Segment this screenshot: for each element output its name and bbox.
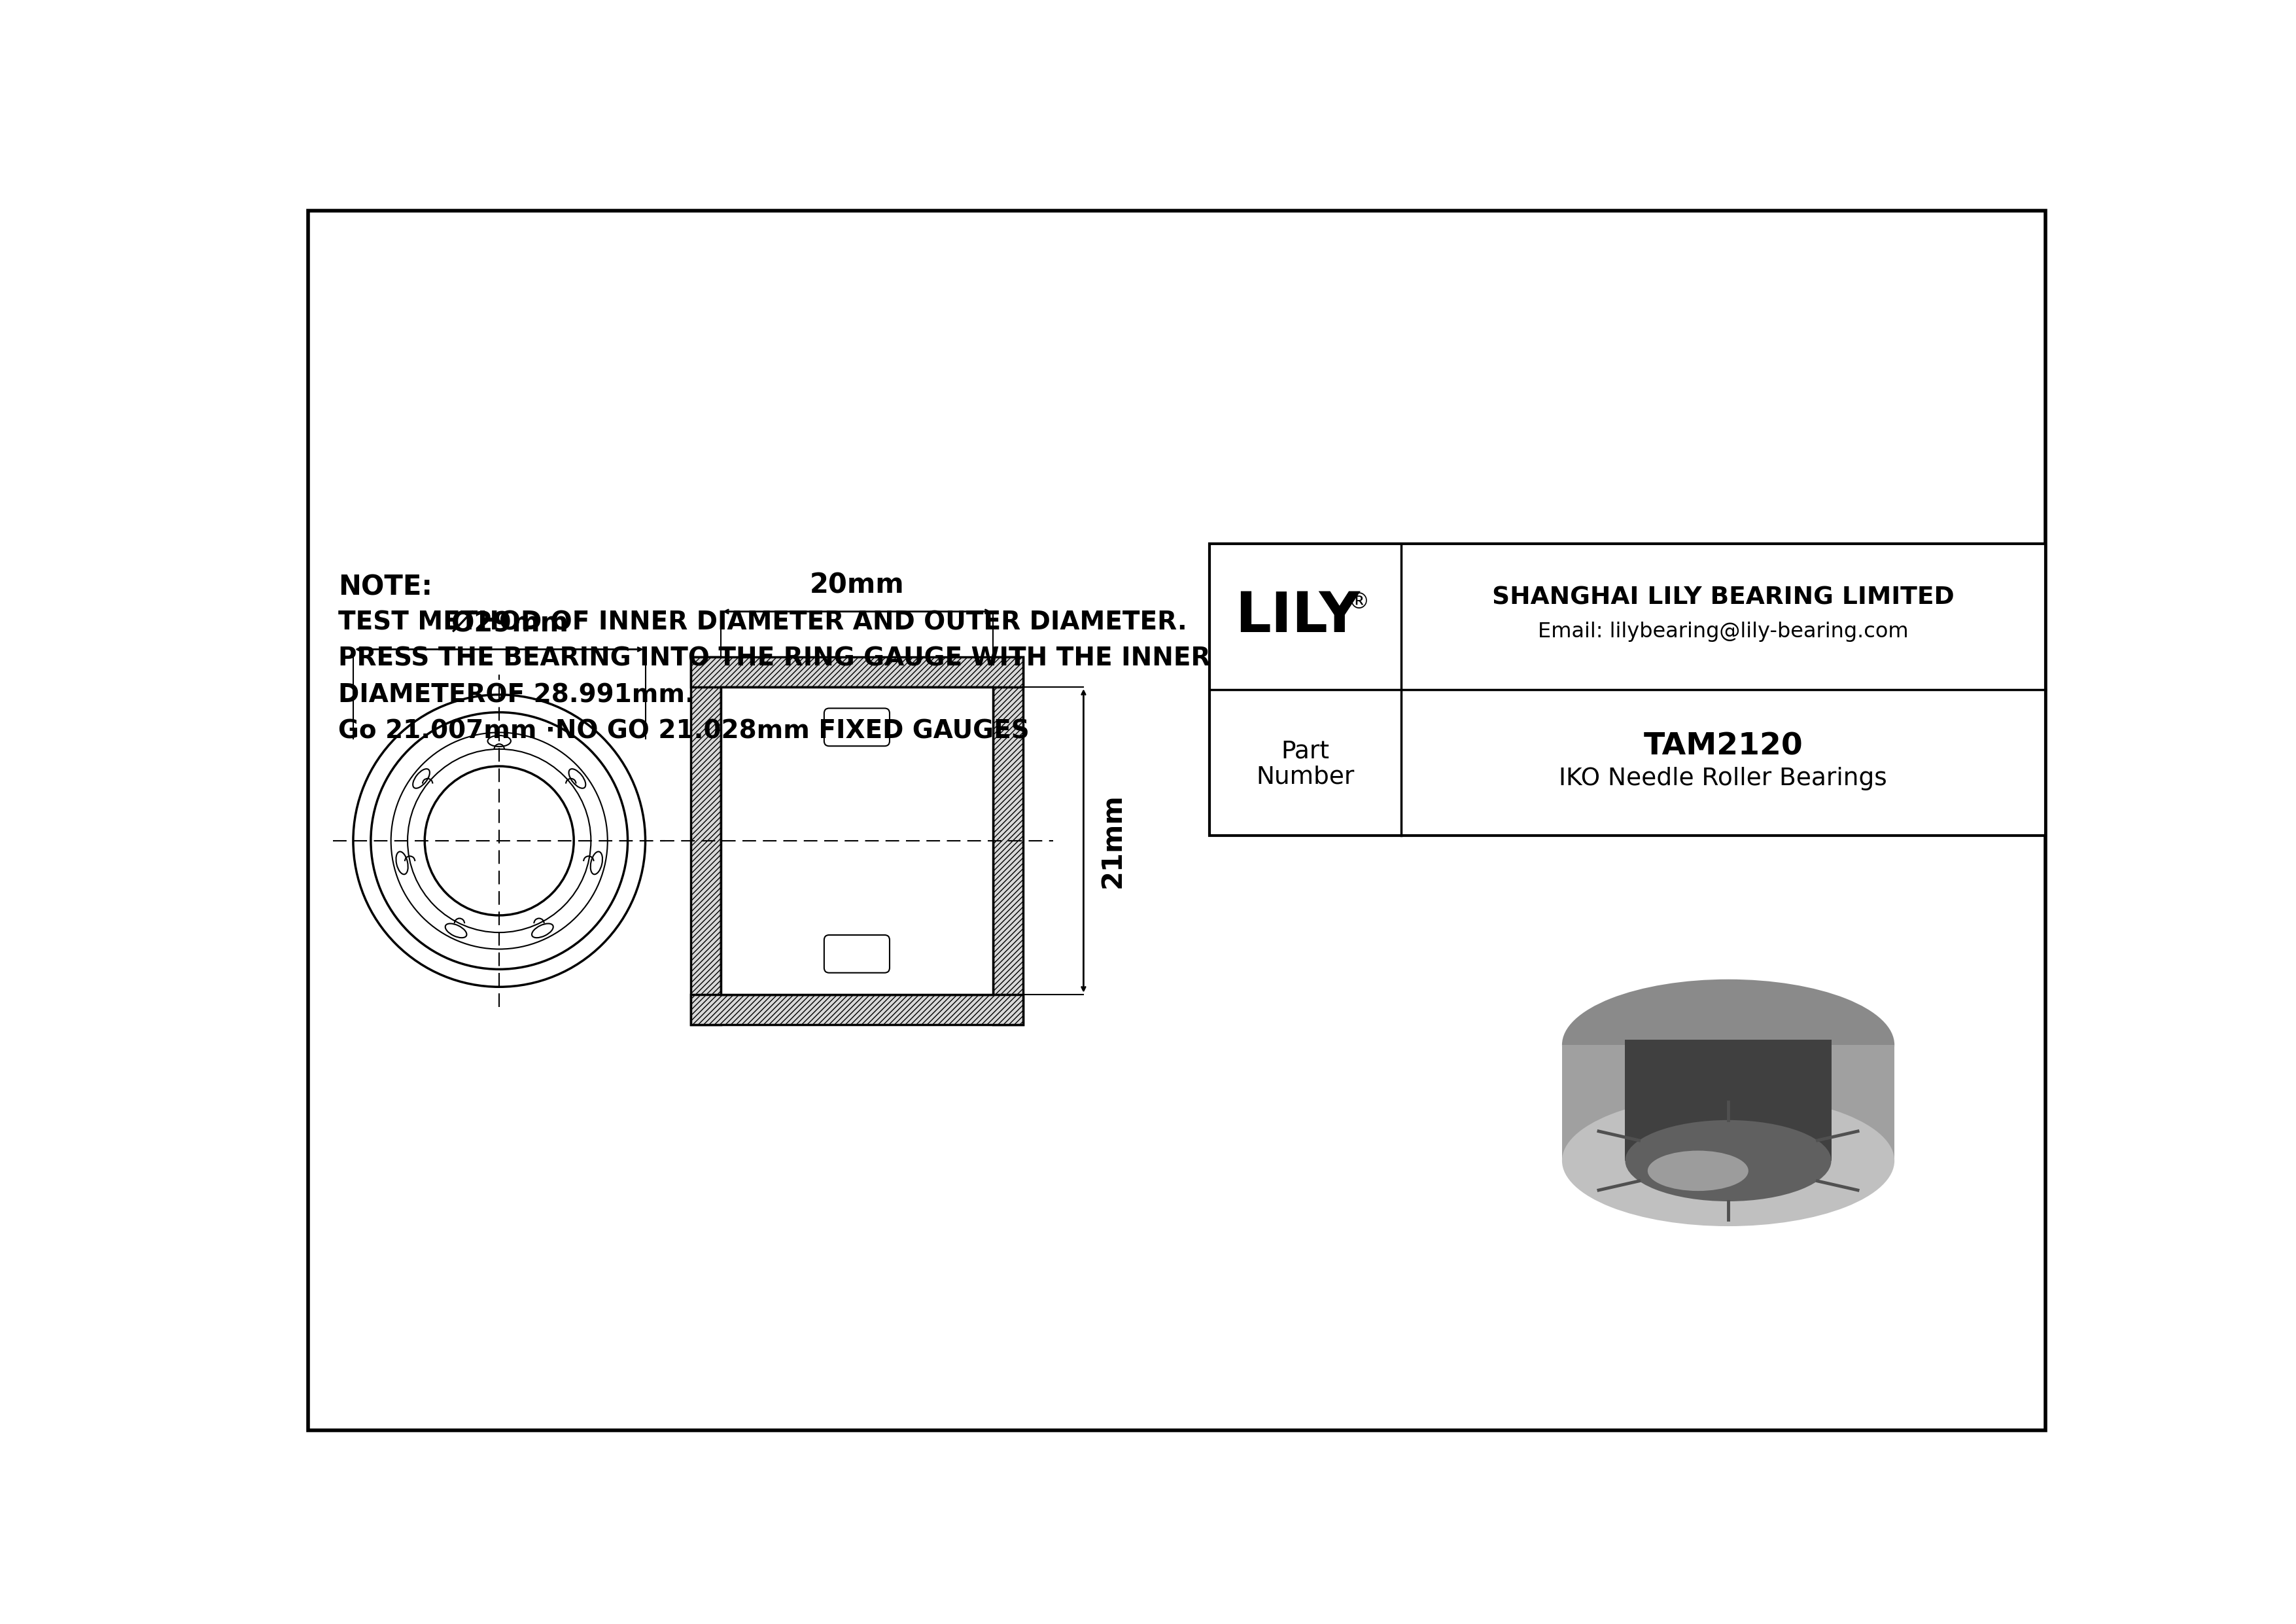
Bar [1561,1044,1894,1161]
Text: PRESS THE BEARING INTO THE RING GAUGE WITH THE INNER: PRESS THE BEARING INTO THE RING GAUGE WI… [338,646,1210,671]
Text: TEST METHOD OF INNER DIAMETER AND OUTER DIAMETER.: TEST METHOD OF INNER DIAMETER AND OUTER … [338,611,1187,635]
Text: 20mm: 20mm [810,572,905,599]
Bar [721,687,992,994]
Text: Number: Number [1256,765,1355,789]
Bar [691,994,1024,1025]
Text: 21mm: 21mm [1097,794,1125,888]
Text: NOTE:: NOTE: [338,573,432,601]
Text: TAM2120: TAM2120 [1644,732,1802,762]
FancyBboxPatch shape [824,708,889,745]
Ellipse shape [1561,979,1894,1111]
Text: Email: lilybearing@lily-bearing.com: Email: lilybearing@lily-bearing.com [1538,622,1908,641]
Bar [992,656,1024,1025]
Text: DIAMETEROF 28.991mm.: DIAMETEROF 28.991mm. [338,682,693,708]
Bar [691,656,721,1025]
Text: Part: Part [1281,741,1329,763]
Text: LILY: LILY [1235,590,1359,643]
Ellipse shape [1649,1151,1747,1190]
Text: Go 21.007mm ·NO GO 21.028mm FIXED GAUGES: Go 21.007mm ·NO GO 21.028mm FIXED GAUGES [338,719,1029,744]
Text: IKO Needle Roller Bearings: IKO Needle Roller Bearings [1559,767,1887,791]
Ellipse shape [1626,1121,1832,1202]
FancyBboxPatch shape [824,935,889,973]
Ellipse shape [1561,1095,1894,1226]
Bar [691,656,1024,687]
Text: Ø29mm: Ø29mm [450,609,567,637]
Bar [1210,544,2046,836]
Text: SHANGHAI LILY BEARING LIMITED: SHANGHAI LILY BEARING LIMITED [1492,586,1954,609]
Text: ®: ® [1348,591,1371,614]
Bar [1626,1039,1832,1161]
